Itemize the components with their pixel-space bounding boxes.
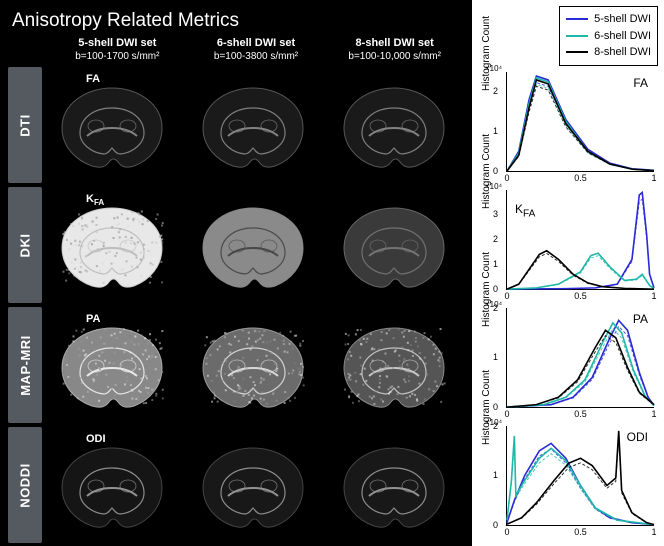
main-title: Anisotropy Related Metrics	[12, 10, 464, 32]
y-tick: 2	[493, 303, 498, 313]
brain-cell	[183, 187, 324, 303]
method-tab: DTI	[8, 67, 42, 183]
brain-cell	[183, 307, 324, 423]
brain-cell	[42, 67, 183, 183]
y-axis-label: Histogram Count	[481, 370, 492, 445]
brain-image	[193, 78, 313, 173]
brain-image	[52, 78, 172, 173]
image-row: NODDI ODI	[8, 427, 464, 543]
metric-label: FA	[86, 73, 100, 85]
y-axis-label: Histogram Count	[481, 134, 492, 209]
y-tick: 0	[493, 284, 498, 294]
histogram-chart: Histogram Count×10⁴FA00.51012	[506, 72, 654, 172]
brain-image	[193, 198, 313, 293]
x-tick: 0.5	[574, 527, 587, 537]
x-tick: 0.5	[574, 291, 587, 301]
metric-label: ODI	[86, 433, 106, 445]
brain-image	[334, 78, 454, 173]
brain-image	[52, 438, 172, 533]
brain-cell	[323, 427, 464, 543]
brain-image	[334, 198, 454, 293]
legend-item: 5-shell DWI	[566, 11, 651, 28]
x-tick: 0	[504, 527, 509, 537]
brain-cell	[42, 427, 183, 543]
brain-cell	[183, 67, 324, 183]
column-headers: 5-shell DWI setb=100-1700 s/mm²6-shell D…	[48, 36, 464, 63]
brain-cell	[323, 67, 464, 183]
x-tick: 1	[651, 409, 656, 419]
y-tick: 2	[493, 86, 498, 96]
y-tick: 1	[493, 259, 498, 269]
image-grid-panel: Anisotropy Related Metrics 5-shell DWI s…	[0, 0, 472, 546]
brain-image	[52, 198, 172, 293]
brain-cell	[323, 187, 464, 303]
legend-item: 8-shell DWI	[566, 44, 651, 61]
brain-image	[334, 318, 454, 413]
y-axis-label: Histogram Count	[481, 16, 492, 91]
brain-cell	[323, 307, 464, 423]
x-tick: 0.5	[574, 409, 587, 419]
x-tick: 0	[504, 291, 509, 301]
x-tick: 1	[651, 173, 656, 183]
y-tick: 1	[493, 470, 498, 480]
y-axis-label: Histogram Count	[481, 252, 492, 327]
brain-cell	[183, 427, 324, 543]
brain-image	[193, 438, 313, 533]
x-tick: 1	[651, 527, 656, 537]
y-exponent: ×10⁴	[485, 64, 502, 73]
image-row: DTI FA	[8, 67, 464, 183]
column-header: 6-shell DWI setb=100-3800 s/mm²	[187, 36, 326, 63]
column-header: 5-shell DWI setb=100-1700 s/mm²	[48, 36, 187, 63]
legend-box: 5-shell DWI6-shell DWI8-shell DWI	[559, 6, 658, 66]
brain-cell	[42, 307, 183, 423]
method-tab: NODDI	[8, 427, 42, 543]
image-rows: DTI FA DKI KFA	[8, 67, 464, 543]
y-tick: 0	[493, 166, 498, 176]
y-tick: 2	[493, 234, 498, 244]
y-tick: 1	[493, 352, 498, 362]
y-tick: 2	[493, 421, 498, 431]
y-tick: 0	[493, 520, 498, 530]
y-exponent: ×10⁴	[485, 182, 502, 191]
brain-cell	[42, 187, 183, 303]
brain-image	[334, 438, 454, 533]
y-tick: 1	[493, 126, 498, 136]
image-row: MAP-MRI PA	[8, 307, 464, 423]
histogram-chart: Histogram Count×10⁴KFA00.510123	[506, 190, 654, 290]
x-tick: 1	[651, 291, 656, 301]
histogram-panel: 5-shell DWI6-shell DWI8-shell DWI Histog…	[472, 0, 664, 546]
histogram-chart: Histogram Count×10⁴ODI00.51012	[506, 426, 654, 526]
legend-item: 6-shell DWI	[566, 28, 651, 45]
brain-image	[193, 318, 313, 413]
method-tab: MAP-MRI	[8, 307, 42, 423]
method-tab: DKI	[8, 187, 42, 303]
x-tick: 0	[504, 173, 509, 183]
x-tick: 0	[504, 409, 509, 419]
y-tick: 3	[493, 209, 498, 219]
column-header: 8-shell DWI setb=100-10,000 s/mm²	[325, 36, 464, 63]
image-row: DKI KFA	[8, 187, 464, 303]
y-tick: 0	[493, 402, 498, 412]
metric-label: KFA	[86, 193, 104, 207]
brain-image	[52, 318, 172, 413]
histogram-chart: Histogram Count×10⁴PA00.51012	[506, 308, 654, 408]
x-tick: 0.5	[574, 173, 587, 183]
metric-label: PA	[86, 313, 100, 325]
